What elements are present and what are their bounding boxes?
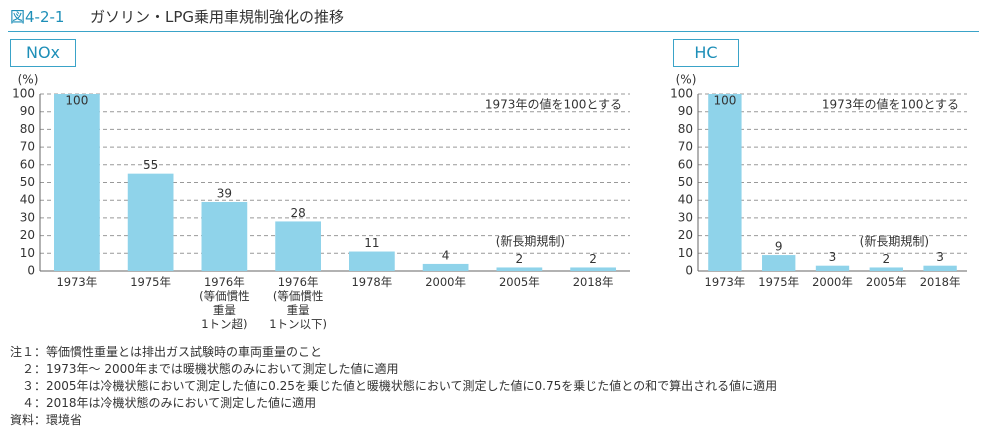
y-tick-label: 20 xyxy=(678,228,693,242)
x-tick-label: 2005年 xyxy=(498,275,540,289)
x-tick-label: 1976年 (等価慣性 重量 1トン超) xyxy=(199,275,250,331)
value-label: 2 xyxy=(516,252,524,266)
bar xyxy=(815,265,850,271)
bar xyxy=(708,94,742,271)
y-tick-label: 30 xyxy=(678,210,693,224)
bar xyxy=(127,173,174,271)
x-tick-label: 1975年 xyxy=(758,275,800,289)
y-tick-label: 40 xyxy=(678,193,693,207)
y-tick-label: 0 xyxy=(27,264,35,278)
x-tick-label: 1978年 xyxy=(351,275,393,289)
y-tick-label: 60 xyxy=(678,157,693,171)
panel-label: HC xyxy=(673,39,739,67)
x-tick-label: 2018年 xyxy=(919,275,961,289)
value-label: 55 xyxy=(143,158,158,172)
bar xyxy=(762,255,796,271)
x-tick-label: 1973年 xyxy=(56,275,98,289)
bar xyxy=(570,267,616,271)
bar xyxy=(923,265,957,271)
value-label: 11 xyxy=(364,236,379,250)
annotation: (新長期規制) xyxy=(496,234,565,249)
annotation: (新長期規制) xyxy=(860,234,929,249)
bar xyxy=(496,267,543,271)
annotation: 1973年の値を100とする xyxy=(822,97,959,112)
footnote: 注１：等価慣性重量とは排出ガス試験時の車両重量のこと xyxy=(10,345,323,359)
y-tick-label: 50 xyxy=(678,175,693,189)
y-tick-label: 90 xyxy=(678,104,693,118)
value-label: 28 xyxy=(290,206,305,220)
y-tick-label: 10 xyxy=(20,246,35,260)
bar xyxy=(275,221,321,271)
bar xyxy=(422,263,469,271)
y-tick-label: 50 xyxy=(20,175,35,189)
value-label: 4 xyxy=(442,248,450,262)
x-tick-label: 2000年 xyxy=(812,275,853,289)
y-tick-label: 20 xyxy=(20,228,35,242)
x-tick-label: 1976年 (等価慣性 重量 1トン以下) xyxy=(269,275,328,331)
bar xyxy=(869,267,903,271)
value-label: 2 xyxy=(882,252,890,266)
figure-title: ガソリン・LPG乗用車規制強化の推移 xyxy=(90,8,345,26)
y-tick-label: 30 xyxy=(20,210,35,224)
value-label: 9 xyxy=(775,240,783,254)
footnote: ４：2018年は冷機状態のみにおいて測定した値に適用 xyxy=(10,396,317,410)
annotation: 1973年の値を100とする xyxy=(485,97,622,112)
y-tick-label: 100 xyxy=(12,87,35,101)
value-label: 2 xyxy=(589,252,597,266)
value-label: 3 xyxy=(936,250,944,264)
y-tick-label: 80 xyxy=(20,122,35,136)
figure-number: 図4-2-1 xyxy=(10,8,65,26)
panel-label: NOx xyxy=(10,39,76,67)
x-tick-label: 1973年 xyxy=(704,275,746,289)
value-label: 3 xyxy=(829,250,837,264)
value-label: 100 xyxy=(713,94,736,108)
y-unit: (%) xyxy=(676,73,697,87)
x-tick-label: 2000年 xyxy=(425,275,467,289)
x-tick-label: 2018年 xyxy=(572,275,614,289)
y-tick-label: 40 xyxy=(20,193,35,207)
bar xyxy=(349,251,395,271)
footnote: ２：1973年～ 2000年までは暖機状態のみにおいて測定した値に適用 xyxy=(10,362,399,376)
footnote: ３：2005年は冷機状態において測定した値に0.25を乗じた値と暖機状態において… xyxy=(10,379,778,393)
bar xyxy=(54,94,100,271)
y-tick-label: 60 xyxy=(20,157,35,171)
x-tick-label: 1975年 xyxy=(130,275,172,289)
header-rule xyxy=(8,31,979,32)
value-label: 100 xyxy=(65,94,88,108)
y-tick-label: 100 xyxy=(670,87,693,101)
y-tick-label: 10 xyxy=(678,246,693,260)
y-tick-label: 0 xyxy=(685,264,693,278)
footnote: 資料：環境省 xyxy=(10,413,83,427)
y-unit: (%) xyxy=(18,73,39,87)
y-tick-label: 90 xyxy=(20,104,35,118)
bar xyxy=(201,201,248,271)
y-tick-label: 70 xyxy=(20,140,35,154)
y-tick-label: 80 xyxy=(678,122,693,136)
y-tick-label: 70 xyxy=(678,140,693,154)
x-tick-label: 2005年 xyxy=(865,275,907,289)
value-label: 39 xyxy=(217,186,232,200)
